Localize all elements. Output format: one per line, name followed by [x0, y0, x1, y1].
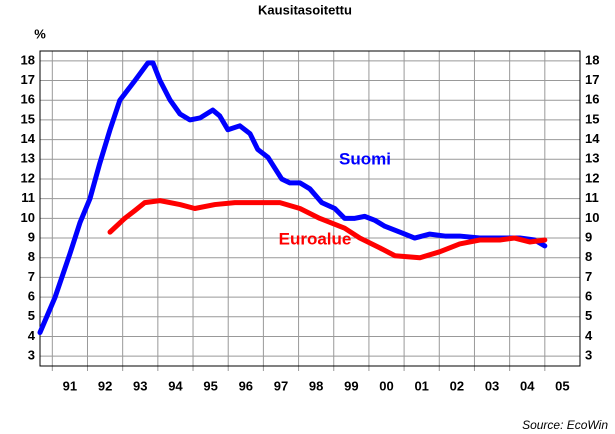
x-tick-label: 04: [520, 378, 535, 393]
x-tick-label: 93: [133, 378, 147, 393]
y-tick-label-right: 12: [585, 170, 599, 185]
y-tick-label-right: 16: [585, 92, 599, 107]
y-tick-label: 12: [21, 170, 35, 185]
x-tick-label: 05: [555, 378, 569, 393]
x-tick-label: 03: [485, 378, 499, 393]
y-tick-label-right: 14: [585, 131, 600, 146]
x-tick-label: 99: [344, 378, 358, 393]
y-tick-label-right: 3: [585, 348, 592, 363]
y-tick-label: 6: [28, 289, 35, 304]
y-tick-label: 9: [28, 229, 35, 244]
y-tick-label-right: 9: [585, 229, 592, 244]
y-tick-label: 7: [28, 269, 35, 284]
x-tick-label: 97: [274, 378, 288, 393]
source: Source: EcoWin: [522, 418, 608, 432]
y-tick-label: 13: [21, 151, 35, 166]
y-tick-label: 3: [28, 348, 35, 363]
x-tick-label: 98: [309, 378, 323, 393]
y-tick-label-right: 4: [585, 328, 593, 343]
y-tick-label: 4: [28, 328, 36, 343]
y-tick-label-right: 5: [585, 308, 592, 323]
y-tick-label-right: 13: [585, 151, 599, 166]
y-tick-label-right: 8: [585, 249, 592, 264]
y-tick-label: 15: [21, 111, 35, 126]
series-label: Suomi: [339, 149, 391, 168]
x-tick-label: 96: [239, 378, 253, 393]
y-tick-label-right: 10: [585, 210, 599, 225]
y-tick-label: 8: [28, 249, 35, 264]
y-tick-label: 17: [21, 72, 35, 87]
line-series: [107, 198, 548, 261]
y-axis-label: %: [34, 26, 46, 41]
y-tick-label-right: 18: [585, 52, 599, 67]
x-tick-label: 91: [63, 378, 77, 393]
x-tick-label: 95: [203, 378, 217, 393]
series-label: Euroalue: [279, 229, 352, 248]
x-tick-label: 94: [168, 378, 183, 393]
line-series: [37, 60, 548, 336]
y-tick-label-right: 7: [585, 269, 592, 284]
y-tick-label: 18: [21, 52, 35, 67]
x-tick-label: 00: [379, 378, 393, 393]
x-tick-label: 02: [450, 378, 464, 393]
y-tick-label-right: 15: [585, 111, 599, 126]
y-tick-label-right: 6: [585, 289, 592, 304]
x-tick-label: 92: [98, 378, 112, 393]
y-tick-label: 5: [28, 308, 35, 323]
y-tick-label: 11: [21, 190, 35, 205]
y-tick-label-right: 17: [585, 72, 599, 87]
plot-frame: [39, 50, 581, 367]
x-tick-label: 01: [414, 378, 428, 393]
chart-subtitle: Kausitasoitettu: [258, 2, 352, 17]
y-tick-label: 10: [21, 210, 35, 225]
y-tick-label-right: 11: [585, 190, 599, 205]
y-tick-label: 14: [21, 131, 36, 146]
y-tick-label: 16: [21, 92, 35, 107]
